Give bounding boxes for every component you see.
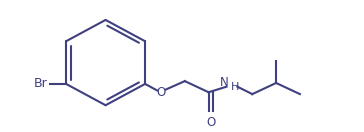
Text: H: H [230,82,239,92]
Text: O: O [206,116,215,129]
Text: Br: Br [33,77,47,90]
Text: N: N [220,76,229,89]
Text: O: O [157,86,166,99]
